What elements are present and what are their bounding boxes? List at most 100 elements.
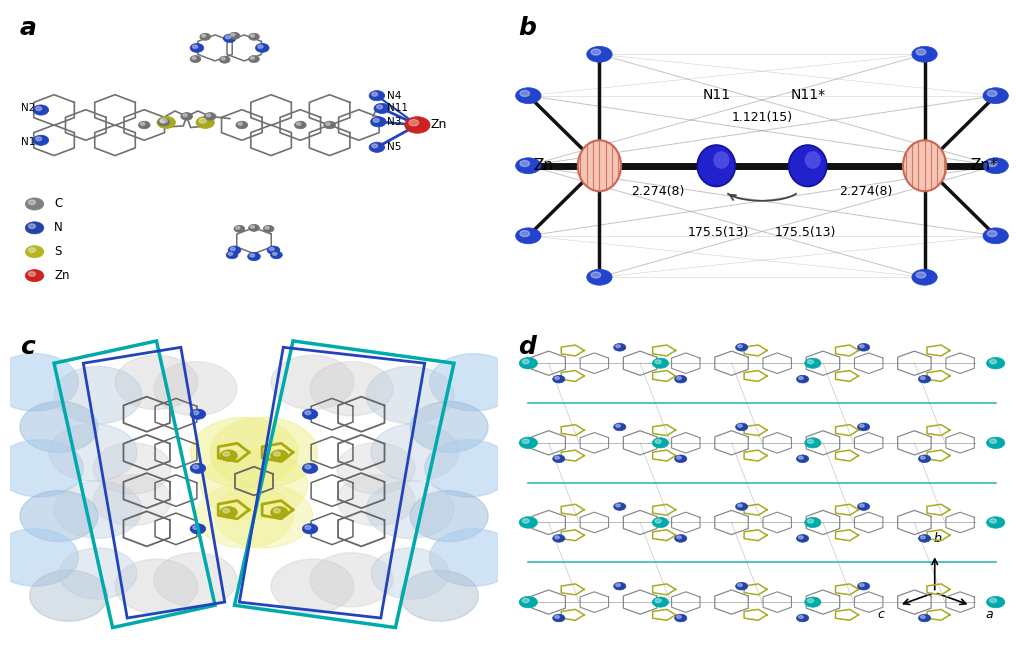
Circle shape [797,614,809,622]
Circle shape [28,272,36,276]
Circle shape [193,525,199,529]
Circle shape [0,529,78,586]
Text: 1.121(15): 1.121(15) [732,111,792,124]
Circle shape [337,443,415,494]
Ellipse shape [713,151,729,169]
Ellipse shape [903,140,946,191]
Circle shape [553,455,565,463]
Circle shape [655,439,661,443]
Circle shape [34,105,49,115]
Circle shape [248,252,260,261]
Circle shape [199,118,206,123]
Circle shape [916,49,926,55]
Circle shape [206,114,210,117]
Text: a: a [986,608,994,621]
Circle shape [519,358,537,369]
Text: C: C [54,198,62,211]
Circle shape [236,121,248,129]
Circle shape [255,44,269,53]
Circle shape [988,161,997,166]
Circle shape [25,270,44,281]
Circle shape [797,375,809,383]
Circle shape [616,584,621,586]
Circle shape [154,552,237,607]
Circle shape [983,158,1008,174]
Circle shape [983,88,1008,103]
Circle shape [553,534,565,542]
Circle shape [553,375,565,383]
Circle shape [28,200,36,205]
Circle shape [614,343,626,351]
Circle shape [190,44,204,53]
Circle shape [221,57,226,60]
Circle shape [366,367,454,424]
Circle shape [193,411,199,415]
Circle shape [920,616,926,618]
Circle shape [310,361,393,416]
Circle shape [799,536,804,539]
Circle shape [251,57,255,59]
Circle shape [115,356,198,410]
Circle shape [231,248,235,250]
Circle shape [0,354,78,411]
Circle shape [918,614,931,622]
Text: N11: N11 [387,103,408,113]
Circle shape [227,251,238,259]
Circle shape [140,122,145,125]
Circle shape [337,474,415,526]
Circle shape [326,122,330,125]
Circle shape [799,616,804,618]
Circle shape [555,456,560,459]
Circle shape [515,228,542,244]
Circle shape [805,437,821,448]
Circle shape [738,504,743,507]
Circle shape [324,121,335,129]
Circle shape [219,506,238,518]
Circle shape [230,32,240,39]
Circle shape [987,437,1005,448]
Circle shape [675,375,687,383]
Circle shape [858,502,870,510]
Circle shape [738,584,743,586]
Circle shape [190,55,201,62]
Circle shape [305,465,311,469]
Circle shape [990,598,997,603]
Circle shape [223,452,230,456]
Circle shape [920,376,926,380]
Circle shape [219,56,230,63]
Circle shape [990,519,997,523]
Text: a: a [20,16,37,40]
Circle shape [303,409,318,419]
Text: b: b [934,532,941,545]
Circle shape [409,120,419,126]
Circle shape [430,354,517,411]
Circle shape [196,116,214,129]
Circle shape [522,598,529,603]
Circle shape [25,246,44,258]
Circle shape [553,614,565,622]
Circle shape [404,117,430,133]
Circle shape [808,439,814,443]
Circle shape [738,344,743,348]
Circle shape [522,439,529,443]
Circle shape [249,224,259,231]
Circle shape [303,463,318,473]
Text: d: d [518,335,536,359]
Text: N5: N5 [387,142,401,152]
Circle shape [231,34,235,36]
Circle shape [154,361,237,416]
Circle shape [238,122,243,125]
Circle shape [372,92,378,96]
Circle shape [987,596,1005,608]
Circle shape [920,456,926,459]
Circle shape [860,344,865,348]
Circle shape [652,437,669,448]
Circle shape [430,529,517,586]
Circle shape [736,423,748,431]
Circle shape [860,424,865,427]
Circle shape [555,376,560,380]
Circle shape [677,616,682,618]
Circle shape [675,614,687,622]
Text: N3: N3 [387,117,401,127]
Circle shape [425,439,512,497]
